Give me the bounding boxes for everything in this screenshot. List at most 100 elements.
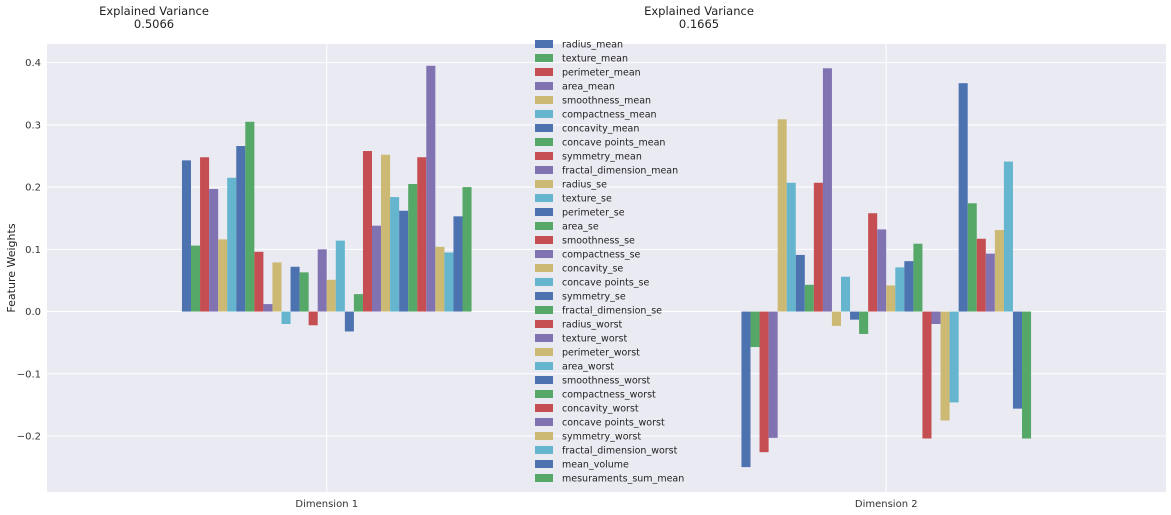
bar-area_se-2 (859, 311, 869, 334)
legend-swatch (535, 82, 553, 90)
bar-radius_mean-2 (741, 311, 751, 468)
legend-swatch (535, 250, 553, 258)
legend-label: texture_se (562, 194, 612, 205)
legend-swatch (535, 432, 553, 440)
legend-label: concave points_worst (562, 418, 665, 429)
legend-label: perimeter_mean (562, 68, 641, 79)
y-axis-label: Feature Weights (5, 223, 18, 312)
bar-radius_worst-2 (922, 311, 932, 439)
legend-swatch (535, 320, 553, 328)
legend-label: texture_mean (562, 54, 628, 65)
legend-label: concave points_mean (562, 138, 665, 149)
bar-mean_volume-2 (1012, 311, 1022, 409)
bar-concave-points_mean-2 (804, 284, 814, 312)
legend-label: area_se (562, 222, 599, 233)
legend-swatch (535, 138, 553, 146)
legend-swatch (535, 292, 553, 300)
bar-symmetry_worst-2 (994, 230, 1004, 312)
bar-fractal_dimension_mean-2 (822, 68, 832, 312)
explained-variance-title: Explained Variance (99, 4, 209, 18)
legend-label: radius_mean (562, 40, 623, 51)
bar-fractal_dimension_mean-1 (263, 304, 273, 312)
bar-compactness_se-1 (317, 249, 327, 312)
bar-texture_se-1 (281, 311, 291, 324)
legend-swatch (535, 404, 553, 412)
x-tick-label: Dimension 2 (855, 499, 918, 510)
legend-swatch (535, 460, 553, 468)
legend-swatch (535, 96, 553, 104)
legend-label: mesuraments_sum_mean (562, 474, 684, 485)
legend-label: smoothness_se (562, 236, 635, 247)
bar-mesuraments_sum_mean-2 (1022, 311, 1032, 439)
legend-swatch (535, 68, 553, 76)
legend-label: smoothness_mean (562, 96, 651, 107)
bar-fractal_dimension_worst-1 (444, 252, 454, 312)
bar-smoothness_worst-1 (399, 210, 409, 312)
bar-compactness_worst-2 (967, 203, 977, 312)
legend-label: radius_worst (562, 320, 623, 331)
bar-concavity_se-1 (326, 279, 336, 312)
y-tick-label: −0.2 (17, 432, 41, 443)
bar-smoothness_worst-2 (958, 83, 968, 312)
legend-swatch (535, 306, 553, 314)
explained-variance-title: Explained Variance (644, 4, 754, 18)
bar-radius_se-1 (272, 262, 282, 312)
legend-label: smoothness_worst (562, 376, 651, 387)
legend-swatch (535, 446, 553, 454)
bar-perimeter_worst-1 (381, 154, 391, 312)
legend-swatch (535, 54, 553, 62)
bar-perimeter_mean-2 (759, 311, 769, 453)
y-tick-label: 0.1 (25, 245, 41, 256)
legend-label: compactness_worst (562, 390, 656, 401)
bar-texture_mean-1 (191, 245, 201, 312)
bar-mesuraments_sum_mean-1 (462, 187, 472, 312)
y-tick-label: 0.0 (25, 307, 41, 318)
legend-label: texture_worst (562, 334, 627, 345)
bar-texture_mean-2 (750, 311, 760, 348)
bar-symmetry_worst-1 (435, 246, 445, 312)
bar-concave-points_worst-1 (426, 65, 436, 312)
legend-swatch (535, 208, 553, 216)
bar-radius_se-2 (831, 311, 841, 326)
legend-label: mean_volume (562, 460, 629, 471)
legend-label: compactness_se (562, 250, 641, 261)
legend-swatch (535, 40, 553, 48)
bar-concavity_worst-1 (417, 157, 427, 312)
bar-radius_worst-1 (362, 151, 372, 312)
legend-label: concavity_worst (562, 404, 639, 415)
bar-concavity_worst-2 (976, 238, 986, 312)
bar-symmetry_se-1 (344, 311, 354, 332)
bar-perimeter_mean-1 (200, 157, 210, 312)
legend-swatch (535, 194, 553, 202)
legend-swatch (535, 348, 553, 356)
legend-label: fractal_dimension_worst (562, 446, 678, 457)
legend-label: fractal_dimension_se (562, 306, 662, 317)
bar-compactness_worst-1 (408, 184, 418, 312)
bar-perimeter_se-2 (850, 311, 860, 320)
legend-label: perimeter_se (562, 208, 625, 219)
bar-area_mean-2 (768, 311, 778, 438)
bar-compactness_mean-2 (786, 182, 796, 312)
legend-label: concavity_se (562, 264, 623, 275)
y-tick-label: 0.4 (25, 58, 41, 69)
legend-label: concavity_mean (562, 124, 639, 135)
legend-label: concave points_se (562, 278, 649, 289)
bar-concave-points_mean-1 (245, 121, 255, 312)
legend-swatch (535, 334, 553, 342)
legend-swatch (535, 110, 553, 118)
y-tick-label: 0.3 (25, 120, 41, 131)
bar-concave-points_worst-2 (985, 253, 995, 312)
legend-swatch (535, 474, 553, 482)
legend-swatch (535, 278, 553, 286)
bar-radius_mean-1 (181, 160, 191, 312)
bar-symmetry_mean-1 (254, 251, 264, 312)
legend-swatch (535, 362, 553, 370)
bar-symmetry_mean-2 (813, 182, 823, 312)
bar-texture_worst-1 (372, 225, 382, 312)
bar-compactness_mean-1 (227, 177, 237, 312)
bar-fractal_dimension_worst-2 (1003, 161, 1013, 312)
bar-smoothness_se-2 (868, 213, 878, 312)
explained-variance-value: 0.1665 (679, 17, 719, 31)
